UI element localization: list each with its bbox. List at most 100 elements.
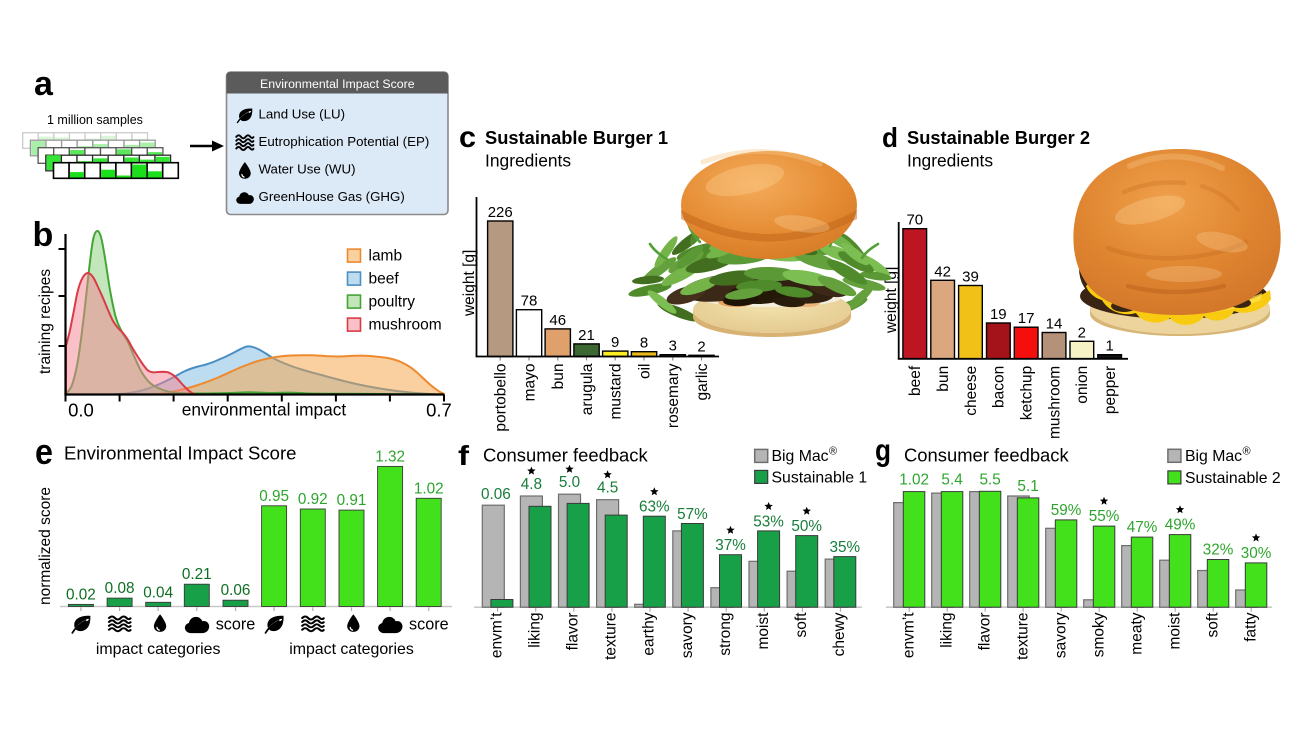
svg-text:Eutrophication Potential (EP): Eutrophication Potential (EP): [259, 134, 430, 149]
svg-text:1 million samples: 1 million samples: [47, 113, 143, 127]
svg-text:weight [g]: weight [g]: [461, 250, 478, 317]
svg-text:39: 39: [962, 269, 979, 286]
svg-text:Big Mac: Big Mac: [1185, 448, 1242, 465]
svg-text:55%: 55%: [1089, 508, 1120, 525]
svg-text:envm’t: envm’t: [488, 612, 505, 658]
svg-text:oil: oil: [636, 364, 653, 380]
svg-text:49%: 49%: [1165, 517, 1196, 534]
svg-text:score: score: [216, 616, 256, 634]
svg-text:moist: moist: [755, 612, 772, 650]
svg-text:5.1: 5.1: [1017, 478, 1038, 495]
svg-text:Sustainable Burger 1: Sustainable Burger 1: [485, 127, 668, 148]
svg-text:onion: onion: [1074, 366, 1091, 404]
svg-text:bun: bun: [935, 366, 952, 392]
svg-text:chewy: chewy: [831, 612, 848, 656]
svg-text:1.02: 1.02: [899, 472, 929, 489]
svg-text:0.04: 0.04: [143, 584, 173, 601]
svg-text:63%: 63%: [639, 499, 670, 516]
svg-text:mustard: mustard: [608, 364, 625, 420]
svg-text:smoky: smoky: [1090, 612, 1107, 657]
svg-text:flavor: flavor: [565, 613, 582, 651]
svg-text:®: ®: [1243, 446, 1251, 458]
svg-text:Environmental Impact Score: Environmental Impact Score: [64, 443, 296, 464]
svg-text:4.8: 4.8: [521, 476, 542, 493]
svg-text:liking: liking: [526, 613, 543, 648]
svg-text:lamb: lamb: [369, 248, 403, 265]
svg-text:5.4: 5.4: [941, 472, 963, 489]
svg-text:Water Use (WU): Water Use (WU): [259, 162, 356, 177]
svg-text:35%: 35%: [830, 539, 861, 556]
svg-text:4.5: 4.5: [597, 480, 618, 497]
svg-text:17: 17: [1018, 310, 1035, 327]
svg-text:57%: 57%: [677, 506, 708, 523]
svg-text:mushroom: mushroom: [1046, 366, 1063, 439]
svg-text:Ingredients: Ingredients: [907, 151, 993, 171]
svg-text:0.02: 0.02: [66, 586, 96, 603]
svg-text:8: 8: [640, 335, 648, 352]
svg-text:42: 42: [934, 263, 951, 280]
svg-text:liking: liking: [938, 613, 955, 648]
svg-text:soft: soft: [793, 612, 810, 638]
svg-text:e: e: [35, 431, 53, 472]
svg-text:78: 78: [521, 293, 538, 310]
svg-text:Sustainable Burger 2: Sustainable Burger 2: [907, 127, 1090, 148]
svg-text:beef: beef: [369, 271, 400, 288]
svg-text:impact categories: impact categories: [96, 641, 221, 658]
svg-text:mayo: mayo: [521, 364, 538, 402]
svg-text:mushroom: mushroom: [369, 317, 442, 334]
svg-text:texture: texture: [603, 613, 620, 660]
svg-text:beef: beef: [907, 365, 924, 396]
svg-text:g: g: [875, 433, 891, 468]
svg-text:0.08: 0.08: [105, 580, 135, 597]
svg-text:0.95: 0.95: [259, 488, 289, 505]
svg-text:59%: 59%: [1051, 502, 1082, 519]
svg-text:1.02: 1.02: [414, 480, 444, 497]
svg-text:c: c: [459, 121, 476, 154]
svg-text:training recipes: training recipes: [37, 269, 54, 374]
svg-text:arugula: arugula: [579, 363, 596, 415]
svg-text:bun: bun: [550, 364, 567, 390]
svg-text:50%: 50%: [791, 518, 822, 535]
svg-text:score: score: [409, 616, 449, 634]
svg-text:Land Use (LU): Land Use (LU): [259, 107, 346, 122]
svg-text:9: 9: [611, 334, 619, 351]
svg-text:0.92: 0.92: [298, 491, 328, 508]
svg-text:0.21: 0.21: [182, 566, 212, 583]
svg-text:46: 46: [549, 312, 566, 329]
svg-text:savory: savory: [679, 612, 696, 658]
svg-text:fatty: fatty: [1242, 612, 1259, 642]
svg-text:53%: 53%: [753, 513, 784, 530]
svg-text:b: b: [33, 216, 54, 254]
svg-text:bacon: bacon: [991, 366, 1008, 408]
svg-text:weight [g]: weight [g]: [883, 267, 900, 334]
svg-text:0.91: 0.91: [337, 492, 367, 509]
svg-text:earthy: earthy: [641, 612, 658, 655]
svg-text:®: ®: [829, 446, 837, 458]
svg-text:0.06: 0.06: [221, 582, 251, 599]
svg-text:rosemary: rosemary: [665, 363, 682, 428]
svg-text:savory: savory: [1052, 612, 1069, 658]
svg-text:5.5: 5.5: [979, 471, 1000, 488]
svg-text:70: 70: [906, 212, 923, 229]
svg-text:2: 2: [1078, 324, 1086, 341]
svg-text:3: 3: [669, 338, 677, 355]
svg-text:21: 21: [578, 327, 595, 344]
svg-text:Sustainable 2: Sustainable 2: [1185, 470, 1281, 487]
svg-text:Sustainable 1: Sustainable 1: [772, 470, 868, 487]
svg-text:flavor: flavor: [976, 613, 993, 651]
svg-text:47%: 47%: [1127, 519, 1158, 536]
svg-text:0.06: 0.06: [481, 486, 511, 503]
svg-text:cheese: cheese: [963, 366, 980, 416]
svg-text:0.0: 0.0: [68, 400, 94, 421]
svg-text:strong: strong: [717, 613, 734, 656]
svg-text:pepper: pepper: [1102, 366, 1119, 414]
svg-text:Environmental Impact Score: Environmental Impact Score: [260, 77, 415, 91]
svg-text:Ingredients: Ingredients: [485, 151, 571, 171]
svg-text:226: 226: [488, 204, 513, 221]
svg-text:f: f: [458, 440, 470, 471]
svg-text:d: d: [882, 122, 898, 153]
svg-text:2: 2: [697, 338, 705, 355]
svg-text:garlic: garlic: [694, 363, 711, 400]
svg-text:14: 14: [1046, 316, 1063, 333]
svg-text:normalized score: normalized score: [37, 487, 54, 605]
